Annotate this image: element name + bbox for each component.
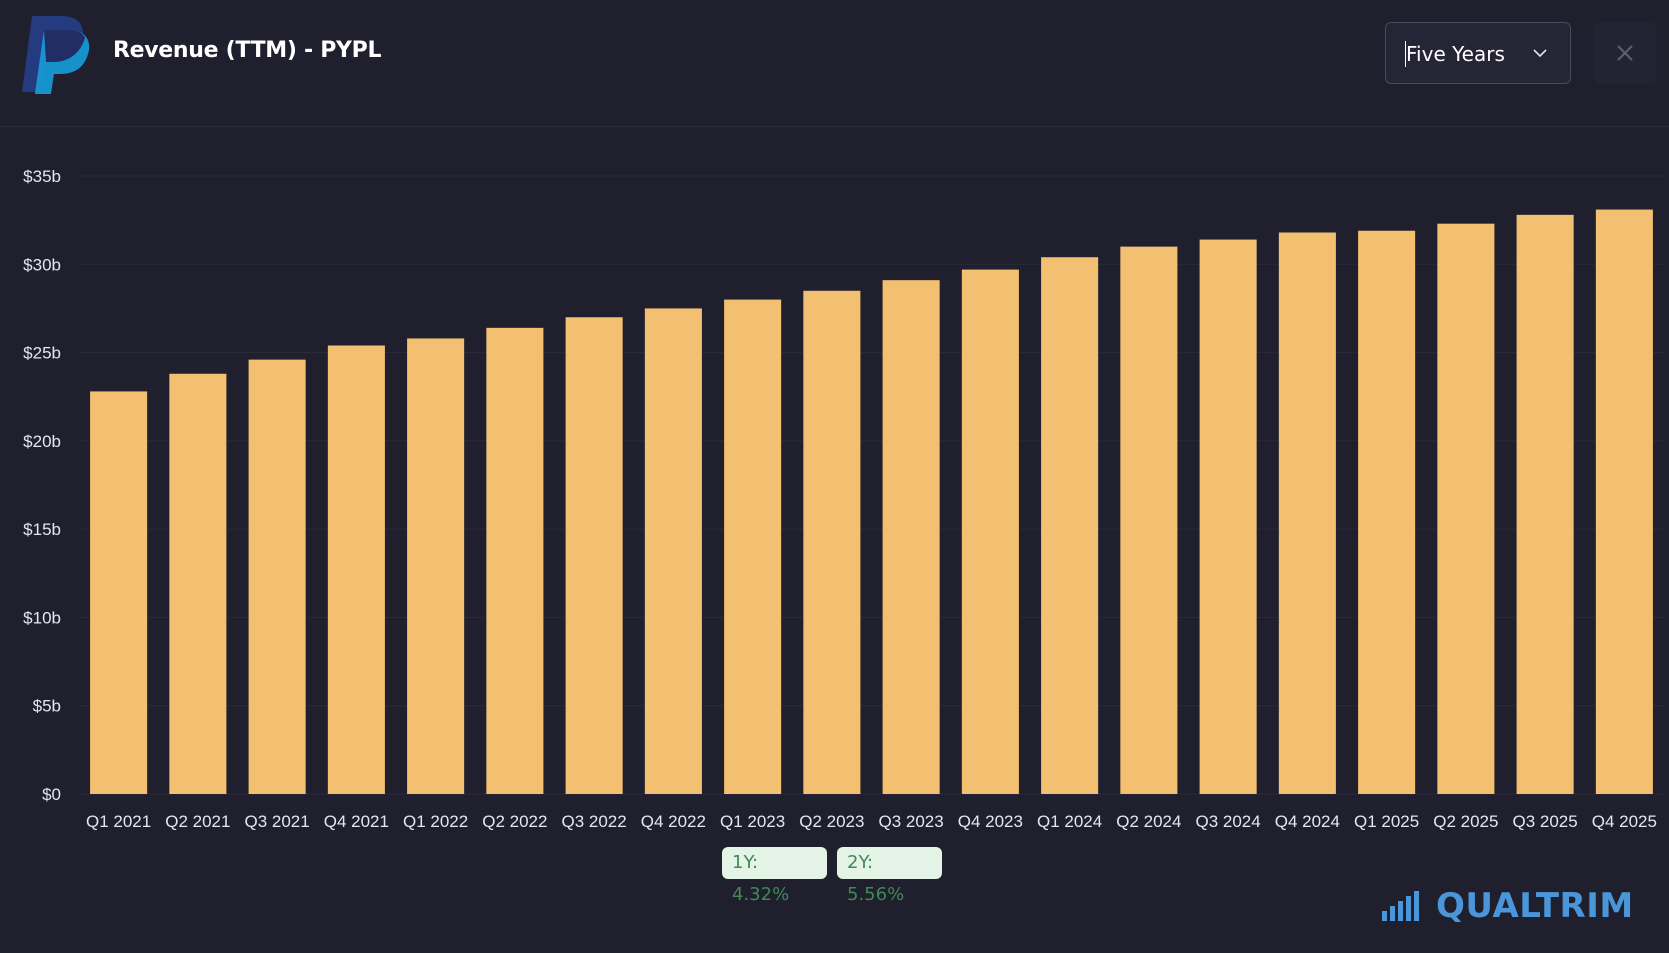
- x-tick-label: Q2 2025: [1433, 812, 1498, 831]
- close-button[interactable]: [1594, 22, 1656, 84]
- x-tick-label: Q3 2023: [879, 812, 944, 831]
- bar-q1-2021[interactable]: [90, 391, 148, 794]
- x-tick-label: Q1 2025: [1354, 812, 1419, 831]
- x-tick-label: Q1 2021: [86, 812, 151, 831]
- growth-badge-2y: 2Y: 5.56%: [837, 847, 942, 905]
- bar-q2-2021[interactable]: [169, 373, 227, 794]
- x-tick-label: Q4 2021: [324, 812, 389, 831]
- period-select-value: Five Years: [1406, 42, 1505, 66]
- x-tick-label: Q4 2024: [1275, 812, 1340, 831]
- bar-q1-2022[interactable]: [407, 338, 465, 794]
- bar-q4-2024[interactable]: [1278, 232, 1336, 794]
- bar-q4-2025[interactable]: [1595, 209, 1653, 794]
- x-tick-label: Q2 2023: [799, 812, 864, 831]
- x-tick-label: Q2 2024: [1116, 812, 1181, 831]
- bar-q1-2023[interactable]: [724, 299, 782, 794]
- bar-q1-2024[interactable]: [1041, 257, 1099, 794]
- x-tick-label: Q3 2025: [1513, 812, 1578, 831]
- bar-q4-2022[interactable]: [644, 308, 702, 794]
- bar-q3-2023[interactable]: [882, 280, 940, 794]
- header: Revenue (TTM) - PYPL Five Years: [0, 0, 1669, 127]
- bar-q1-2025[interactable]: [1358, 230, 1416, 794]
- bar-q2-2023[interactable]: [803, 290, 861, 794]
- period-select[interactable]: Five Years: [1385, 22, 1571, 84]
- y-tick-label: $25b: [23, 344, 61, 363]
- x-axis-ticks: Q1 2021 Q2 2021 Q3 2021 Q4 2021 Q1 2022 Q2 20…: [86, 812, 1657, 831]
- bar-chart-icon: [1382, 891, 1419, 921]
- brand-name: QUALTRIM: [1436, 886, 1634, 926]
- x-tick-label: Q4 2023: [958, 812, 1023, 831]
- y-tick-label: $30b: [23, 255, 61, 274]
- x-tick-label: Q2 2022: [482, 812, 547, 831]
- y-tick-label: $10b: [23, 608, 61, 627]
- y-tick-label: $20b: [23, 432, 61, 451]
- bar-q2-2025[interactable]: [1437, 223, 1495, 794]
- y-axis-ticks: $0 $5b $10b $15b $20b $25b $30b $35b: [23, 167, 61, 804]
- bar-q3-2021[interactable]: [248, 359, 306, 794]
- x-tick-label: Q2 2021: [165, 812, 230, 831]
- y-tick-label: $35b: [23, 167, 61, 186]
- y-tick-label: $15b: [23, 520, 61, 539]
- bar-q4-2023[interactable]: [961, 269, 1019, 794]
- x-tick-label: Q3 2022: [562, 812, 627, 831]
- bar-q3-2024[interactable]: [1199, 239, 1257, 795]
- bar-q3-2025[interactable]: [1516, 214, 1574, 794]
- page-title: Revenue (TTM) - PYPL: [113, 38, 382, 63]
- revenue-bar-chart: $0 $5b $10b $15b $20b $25b $30b $35b Q1 2021 Q2 …: [23, 167, 1664, 831]
- chevron-down-icon: [1533, 49, 1547, 58]
- text-cursor: [1405, 41, 1406, 67]
- bar-q2-2024[interactable]: [1120, 246, 1178, 795]
- x-tick-label: Q1 2023: [720, 812, 785, 831]
- paypal-logo: [22, 16, 90, 94]
- y-tick-label: $5b: [33, 697, 61, 716]
- bar-q2-2022[interactable]: [486, 327, 544, 794]
- x-tick-label: Q1 2024: [1037, 812, 1102, 831]
- x-tick-label: Q4 2022: [641, 812, 706, 831]
- x-tick-label: Q3 2021: [245, 812, 310, 831]
- brand-logo: QUALTRIM: [1382, 884, 1634, 928]
- bars: [90, 209, 1653, 795]
- x-tick-label: Q1 2022: [403, 812, 468, 831]
- y-tick-label: $0: [42, 785, 61, 804]
- growth-badge-1y: 1Y: 4.32%: [722, 847, 827, 905]
- bar-q3-2022[interactable]: [565, 317, 623, 794]
- x-tick-label: Q3 2024: [1196, 812, 1261, 831]
- grid-lines: [79, 175, 1664, 795]
- bar-q4-2021[interactable]: [327, 345, 385, 794]
- close-icon: [1617, 45, 1633, 61]
- x-tick-label: Q4 2025: [1592, 812, 1657, 831]
